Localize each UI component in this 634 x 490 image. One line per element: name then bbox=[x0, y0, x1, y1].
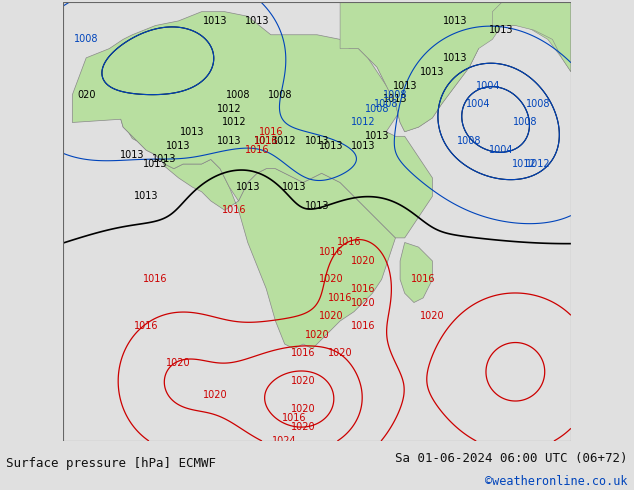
Text: 1008: 1008 bbox=[512, 118, 537, 127]
Text: 1008: 1008 bbox=[226, 90, 251, 100]
Text: 1016: 1016 bbox=[337, 238, 361, 247]
Text: 1013: 1013 bbox=[180, 127, 205, 137]
Polygon shape bbox=[121, 119, 396, 349]
Text: 1013: 1013 bbox=[420, 67, 444, 77]
Text: 1013: 1013 bbox=[245, 16, 269, 26]
Text: 1013: 1013 bbox=[166, 141, 191, 150]
Polygon shape bbox=[349, 12, 479, 132]
Text: 1016: 1016 bbox=[351, 320, 375, 331]
Text: 020: 020 bbox=[77, 90, 96, 100]
Text: 1013: 1013 bbox=[383, 95, 408, 104]
Text: 1016: 1016 bbox=[411, 274, 436, 284]
Text: Sa 01-06-2024 06:00 UTC (06+72): Sa 01-06-2024 06:00 UTC (06+72) bbox=[395, 452, 628, 465]
Text: 1013: 1013 bbox=[365, 131, 389, 141]
Text: 1013: 1013 bbox=[489, 25, 514, 35]
Text: 1016: 1016 bbox=[143, 274, 167, 284]
Text: 1013: 1013 bbox=[217, 136, 242, 146]
Text: 1016: 1016 bbox=[245, 145, 269, 155]
Polygon shape bbox=[493, 2, 571, 72]
Text: 1016: 1016 bbox=[328, 293, 353, 303]
Text: 1013: 1013 bbox=[319, 141, 343, 150]
Text: 1008: 1008 bbox=[383, 90, 408, 100]
Text: 1016: 1016 bbox=[351, 284, 375, 294]
Text: 1016: 1016 bbox=[134, 320, 158, 331]
Text: 1013: 1013 bbox=[134, 191, 158, 201]
Text: 1016: 1016 bbox=[291, 348, 315, 358]
Text: 1013: 1013 bbox=[152, 154, 177, 165]
Text: 1020: 1020 bbox=[328, 348, 353, 358]
Text: 1013: 1013 bbox=[443, 53, 468, 63]
Polygon shape bbox=[400, 243, 432, 302]
Text: 1020: 1020 bbox=[291, 422, 316, 432]
Text: 1020: 1020 bbox=[318, 311, 343, 321]
Text: 1012: 1012 bbox=[273, 136, 297, 146]
Text: 1008: 1008 bbox=[74, 34, 98, 45]
Text: 1020: 1020 bbox=[291, 376, 316, 386]
Text: 1013: 1013 bbox=[305, 200, 329, 211]
Text: 1012: 1012 bbox=[222, 118, 246, 127]
Text: 1004: 1004 bbox=[489, 145, 514, 155]
Text: 1004: 1004 bbox=[476, 80, 500, 91]
Text: 1024: 1024 bbox=[273, 436, 297, 446]
Text: 1013: 1013 bbox=[254, 136, 278, 146]
Polygon shape bbox=[72, 12, 432, 238]
Text: 1004: 1004 bbox=[467, 99, 491, 109]
Text: 1013: 1013 bbox=[203, 16, 228, 26]
Text: 1012: 1012 bbox=[526, 159, 551, 169]
Text: 1012: 1012 bbox=[512, 159, 537, 169]
Text: ©weatheronline.co.uk: ©weatheronline.co.uk bbox=[485, 475, 628, 488]
Text: 1013: 1013 bbox=[443, 16, 468, 26]
Text: 1020: 1020 bbox=[351, 256, 375, 266]
Text: 1008: 1008 bbox=[457, 136, 482, 146]
Text: 1016: 1016 bbox=[319, 247, 343, 257]
Polygon shape bbox=[340, 2, 571, 132]
Text: 1008: 1008 bbox=[374, 99, 399, 109]
Text: 1016: 1016 bbox=[259, 127, 283, 137]
Text: 1013: 1013 bbox=[351, 141, 375, 150]
Text: 1016: 1016 bbox=[281, 413, 306, 423]
Text: 1020: 1020 bbox=[305, 330, 329, 340]
Text: 1013: 1013 bbox=[392, 80, 417, 91]
Text: 1008: 1008 bbox=[526, 99, 551, 109]
Text: 1020: 1020 bbox=[318, 274, 343, 284]
Text: 1008: 1008 bbox=[268, 90, 292, 100]
Text: 1013: 1013 bbox=[235, 182, 260, 192]
Text: 1008: 1008 bbox=[365, 103, 389, 114]
Text: 1012: 1012 bbox=[351, 118, 375, 127]
Text: 1013: 1013 bbox=[143, 159, 167, 169]
Text: 1013: 1013 bbox=[281, 182, 306, 192]
Text: 1020: 1020 bbox=[351, 297, 375, 308]
Text: 1013: 1013 bbox=[305, 136, 329, 146]
Text: 1016: 1016 bbox=[254, 136, 278, 146]
Text: 1020: 1020 bbox=[203, 390, 228, 400]
Text: 1020: 1020 bbox=[420, 311, 444, 321]
Text: 1012: 1012 bbox=[217, 103, 242, 114]
Text: 1013: 1013 bbox=[120, 150, 145, 160]
Text: 1020: 1020 bbox=[166, 358, 191, 368]
Text: Surface pressure [hPa] ECMWF: Surface pressure [hPa] ECMWF bbox=[6, 457, 216, 469]
Text: 1016: 1016 bbox=[222, 205, 246, 215]
Text: 1020: 1020 bbox=[291, 404, 316, 414]
